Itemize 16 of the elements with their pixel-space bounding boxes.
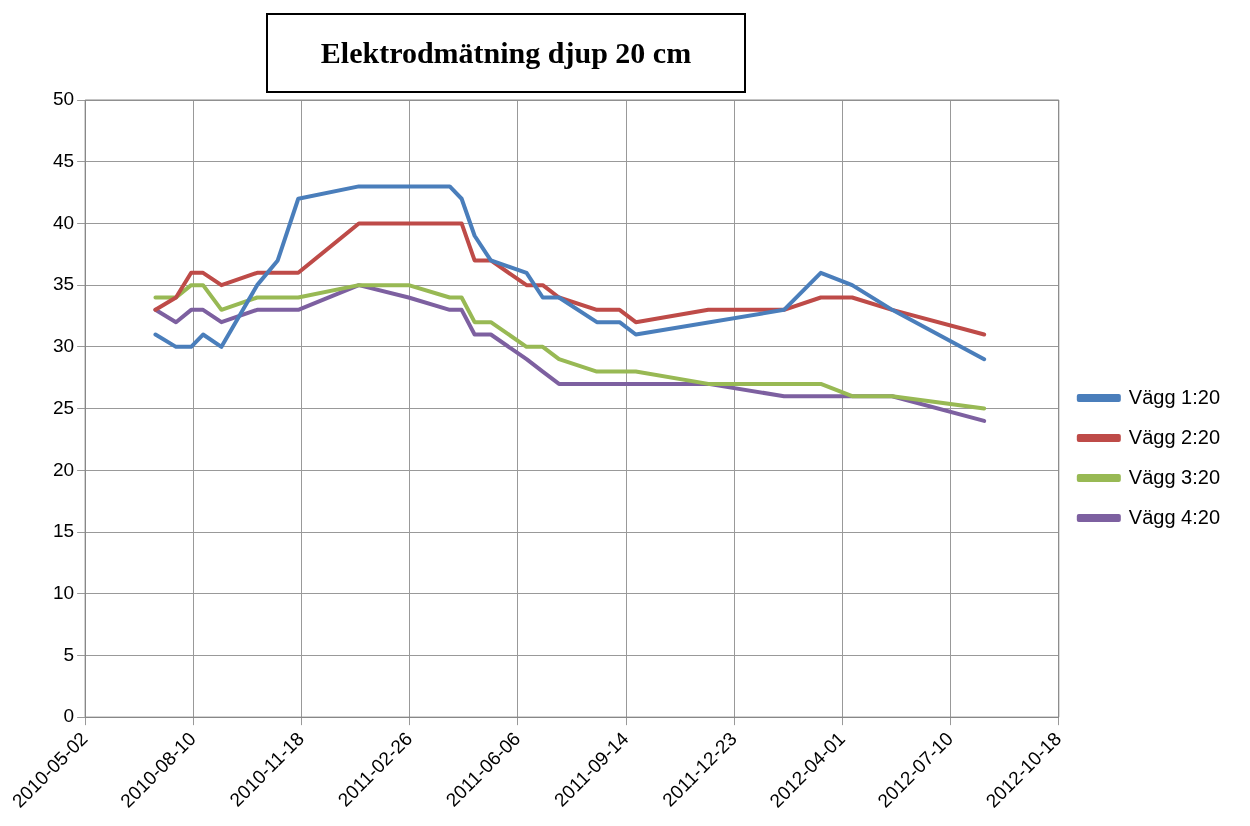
y-tick-label: 15 [52,520,75,542]
y-tick-label: 0 [63,705,75,727]
legend-label: Vägg 2:20 [1128,425,1221,448]
legend-label: Vägg 1:20 [1128,385,1221,408]
y-tick-label: 5 [63,643,75,665]
y-tick-label: 45 [52,149,75,171]
chart-title: Elektrodmätning djup 20 cm [266,13,746,93]
legend-label: Vägg 4:20 [1128,505,1221,528]
y-tick-label: 50 [52,88,75,110]
y-tick-label: 30 [52,335,75,357]
legend-label: Vägg 3:20 [1128,465,1221,488]
y-tick-label: 20 [52,458,75,480]
y-tick-label: 10 [52,581,75,603]
y-tick-label: 40 [52,211,75,233]
y-tick-label: 25 [52,396,75,418]
y-tick-label: 35 [52,273,75,295]
